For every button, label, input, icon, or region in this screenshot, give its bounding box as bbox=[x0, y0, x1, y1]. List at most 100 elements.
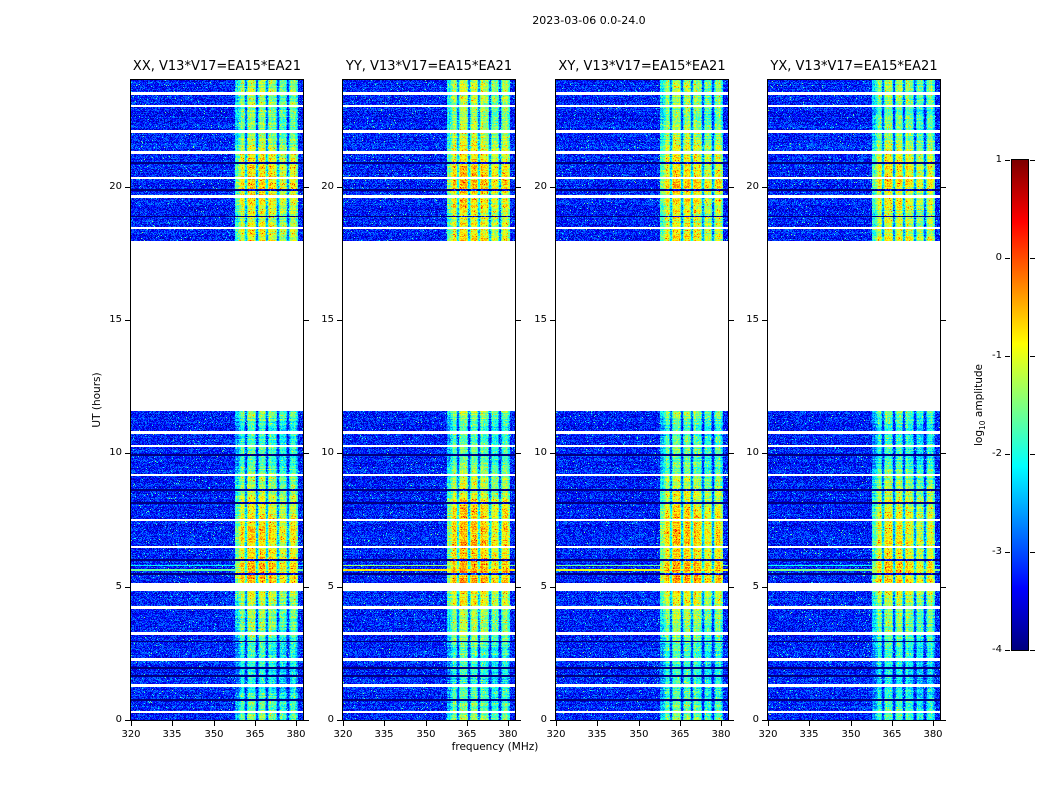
y-tick bbox=[550, 320, 555, 321]
x-tick-label: 380 bbox=[923, 729, 943, 740]
y-tick-label: 0 bbox=[540, 714, 547, 725]
y-tick bbox=[125, 587, 130, 588]
x-tick-label: 320 bbox=[333, 729, 353, 740]
x-tick-label: 335 bbox=[587, 729, 607, 740]
x-tick bbox=[721, 721, 722, 726]
colorbar-tick-left bbox=[1005, 356, 1010, 357]
x-tick bbox=[597, 721, 598, 726]
y-tick-right bbox=[941, 453, 946, 454]
x-tick bbox=[556, 721, 557, 726]
x-tick bbox=[131, 721, 132, 726]
y-tick bbox=[337, 320, 342, 321]
x-tick-label: 320 bbox=[758, 729, 778, 740]
colorbar-tick-left bbox=[1005, 552, 1010, 553]
spectrogram-frame-xx bbox=[130, 79, 304, 721]
x-tick bbox=[296, 721, 297, 726]
y-tick-right bbox=[941, 587, 946, 588]
x-tick bbox=[933, 721, 934, 726]
x-tick bbox=[892, 721, 893, 726]
colorbar-canvas bbox=[1012, 160, 1028, 650]
panel-title-yy: YY, V13*V17=EA15*EA21 bbox=[345, 59, 513, 74]
y-tick-right bbox=[729, 187, 734, 188]
spectrogram-canvas-yx bbox=[768, 80, 940, 720]
y-tick-label: 10 bbox=[746, 447, 759, 458]
y-tick-right bbox=[516, 187, 521, 188]
x-tick-label: 320 bbox=[546, 729, 566, 740]
y-tick-label: 5 bbox=[540, 581, 547, 592]
y-axis-label: UT (hours) bbox=[91, 372, 103, 428]
y-tick-label: 20 bbox=[746, 181, 759, 192]
y-tick-label: 10 bbox=[534, 447, 547, 458]
y-tick-right bbox=[516, 453, 521, 454]
x-tick bbox=[639, 721, 640, 726]
y-tick-right bbox=[516, 320, 521, 321]
y-tick bbox=[762, 187, 767, 188]
x-tick-label: 380 bbox=[286, 729, 306, 740]
y-tick-label: 20 bbox=[534, 181, 547, 192]
y-tick-label: 15 bbox=[534, 314, 547, 325]
x-tick bbox=[343, 721, 344, 726]
colorbar-label-sub: 10 bbox=[978, 420, 988, 430]
y-tick bbox=[762, 587, 767, 588]
y-tick-label: 10 bbox=[321, 447, 334, 458]
y-tick-right bbox=[729, 453, 734, 454]
colorbar-tick-right bbox=[1030, 356, 1035, 357]
colorbar-tick-right bbox=[1030, 650, 1035, 651]
y-tick-right bbox=[941, 720, 946, 721]
x-tick-label: 365 bbox=[670, 729, 690, 740]
panel-title-xx: XX, V13*V17=EA15*EA21 bbox=[132, 59, 302, 74]
colorbar-tick-label: 1 bbox=[995, 154, 1002, 165]
colorbar-tick-left bbox=[1005, 258, 1010, 259]
y-tick-label: 0 bbox=[752, 714, 759, 725]
y-tick bbox=[550, 587, 555, 588]
colorbar-tick-label: -2 bbox=[992, 448, 1002, 459]
y-tick-label: 0 bbox=[115, 714, 122, 725]
y-tick-label: 0 bbox=[327, 714, 334, 725]
y-tick-right bbox=[941, 187, 946, 188]
y-tick-right bbox=[304, 320, 309, 321]
y-tick-label: 10 bbox=[109, 447, 122, 458]
y-tick-right bbox=[941, 320, 946, 321]
x-tick-label: 320 bbox=[121, 729, 141, 740]
y-tick bbox=[125, 187, 130, 188]
x-axis-label: frequency (MHz) bbox=[451, 741, 539, 753]
y-tick-right bbox=[729, 320, 734, 321]
x-tick-label: 380 bbox=[711, 729, 731, 740]
spectrogram-canvas-xy bbox=[556, 80, 728, 720]
y-tick-label: 20 bbox=[321, 181, 334, 192]
colorbar-tick-right bbox=[1030, 258, 1035, 259]
colorbar-tick-label: 0 bbox=[995, 252, 1002, 263]
y-tick bbox=[337, 720, 342, 721]
x-tick bbox=[851, 721, 852, 726]
colorbar-tick-label: -4 bbox=[992, 644, 1002, 655]
y-tick-right bbox=[729, 587, 734, 588]
y-tick-label: 15 bbox=[109, 314, 122, 325]
y-tick-label: 15 bbox=[746, 314, 759, 325]
panel-title-xy: XY, V13*V17=EA15*EA21 bbox=[558, 59, 726, 74]
colorbar-label-suffix: amplitude bbox=[972, 364, 985, 421]
y-tick bbox=[762, 720, 767, 721]
x-tick bbox=[426, 721, 427, 726]
y-tick bbox=[550, 453, 555, 454]
x-tick-label: 380 bbox=[498, 729, 518, 740]
spectrogram-frame-yy bbox=[342, 79, 516, 721]
x-tick bbox=[214, 721, 215, 726]
spectrogram-canvas-xx bbox=[131, 80, 303, 720]
y-tick-right bbox=[516, 720, 521, 721]
y-tick-right bbox=[304, 587, 309, 588]
y-tick-right bbox=[304, 720, 309, 721]
y-tick-right bbox=[304, 187, 309, 188]
x-tick bbox=[467, 721, 468, 726]
x-tick-label: 335 bbox=[374, 729, 394, 740]
colorbar-tick-left bbox=[1005, 650, 1010, 651]
y-tick bbox=[125, 453, 130, 454]
y-tick-label: 5 bbox=[752, 581, 759, 592]
x-tick bbox=[172, 721, 173, 726]
colorbar-tick-label: -1 bbox=[992, 350, 1002, 361]
x-tick bbox=[255, 721, 256, 726]
x-tick-label: 365 bbox=[882, 729, 902, 740]
colorbar-tick-left bbox=[1005, 454, 1010, 455]
y-tick bbox=[762, 320, 767, 321]
colorbar-label-prefix: log bbox=[972, 429, 985, 446]
x-tick bbox=[508, 721, 509, 726]
